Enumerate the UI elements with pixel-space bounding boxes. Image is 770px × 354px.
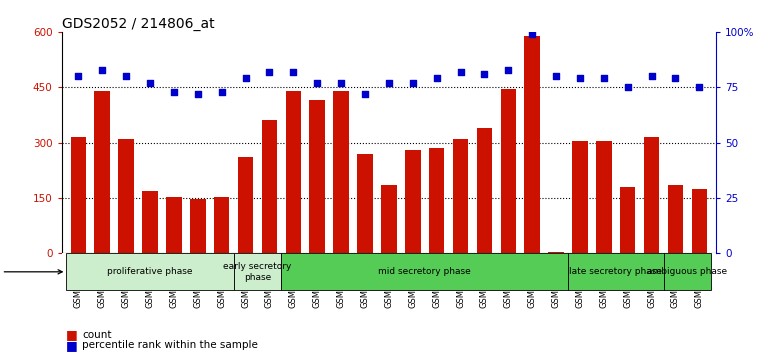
- Point: [216, 89, 228, 95]
- Point: [359, 91, 371, 97]
- Text: other: other: [0, 267, 62, 277]
- Bar: [310, 100, 325, 253]
- Bar: [453, 139, 468, 253]
- Text: GDS2052 / 214806_at: GDS2052 / 214806_at: [62, 17, 214, 31]
- Bar: [357, 154, 373, 253]
- Point: [693, 84, 705, 90]
- Bar: [142, 190, 158, 253]
- Bar: [620, 187, 635, 253]
- Point: [478, 71, 490, 77]
- Bar: [71, 137, 86, 253]
- Bar: [548, 252, 564, 253]
- Bar: [500, 89, 516, 253]
- Bar: [214, 197, 229, 253]
- Text: proliferative phase: proliferative phase: [107, 267, 192, 276]
- Point: [96, 67, 109, 72]
- Point: [669, 75, 681, 81]
- Point: [168, 89, 180, 95]
- Point: [192, 91, 204, 97]
- Point: [502, 67, 514, 72]
- Bar: [691, 189, 707, 253]
- Bar: [381, 185, 397, 253]
- Bar: [190, 199, 206, 253]
- Text: ■: ■: [65, 339, 77, 352]
- Bar: [664, 253, 711, 290]
- Bar: [405, 150, 420, 253]
- Point: [311, 80, 323, 86]
- Point: [430, 75, 443, 81]
- Point: [621, 84, 634, 90]
- Point: [407, 80, 419, 86]
- Point: [72, 73, 85, 79]
- Text: count: count: [82, 330, 112, 339]
- Text: early secretory
phase: early secretory phase: [223, 262, 292, 281]
- Point: [383, 80, 395, 86]
- Text: ambiguous phase: ambiguous phase: [648, 267, 728, 276]
- Point: [574, 75, 586, 81]
- Bar: [286, 91, 301, 253]
- Point: [263, 69, 276, 75]
- Point: [598, 75, 610, 81]
- Point: [550, 73, 562, 79]
- Point: [645, 73, 658, 79]
- Text: percentile rank within the sample: percentile rank within the sample: [82, 340, 258, 350]
- Point: [120, 73, 132, 79]
- Point: [454, 69, 467, 75]
- Bar: [233, 253, 281, 290]
- Bar: [477, 128, 492, 253]
- Point: [287, 69, 300, 75]
- Bar: [333, 91, 349, 253]
- Bar: [568, 253, 664, 290]
- Point: [335, 80, 347, 86]
- Bar: [166, 197, 182, 253]
- Point: [526, 31, 538, 37]
- Text: ■: ■: [65, 328, 77, 341]
- Bar: [281, 253, 568, 290]
- Bar: [668, 185, 683, 253]
- Bar: [95, 91, 110, 253]
- Bar: [596, 141, 611, 253]
- Bar: [644, 137, 659, 253]
- Bar: [572, 141, 588, 253]
- Text: late secretory phase: late secretory phase: [569, 267, 662, 276]
- Point: [144, 80, 156, 86]
- Bar: [524, 35, 540, 253]
- Text: mid secretory phase: mid secretory phase: [378, 267, 471, 276]
- Bar: [119, 139, 134, 253]
- Bar: [262, 120, 277, 253]
- Bar: [238, 158, 253, 253]
- Bar: [429, 148, 444, 253]
- Bar: [66, 253, 233, 290]
- Point: [239, 75, 252, 81]
